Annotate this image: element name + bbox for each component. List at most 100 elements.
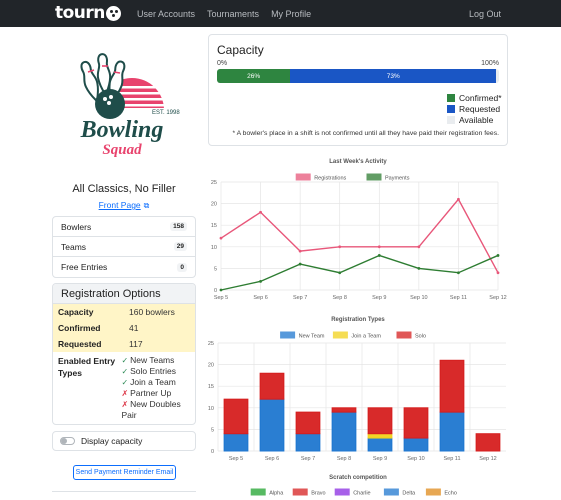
tournament-logo: EST. 1998 Bowling Squad	[60, 48, 185, 168]
nav-user-accounts[interactable]: User Accounts	[137, 8, 196, 19]
legend-swatch	[447, 116, 455, 124]
divider	[52, 491, 196, 492]
legend-swatch	[295, 173, 311, 181]
capacity-row: Capacity 160 bowlers	[53, 304, 195, 320]
y-tick-label: 5	[211, 427, 214, 433]
x-tick-label: Sep 9	[373, 456, 387, 462]
brand-text: tourn	[55, 3, 105, 23]
capacity-card: Capacity 0% 100% 26% 73% Confirmed* Requ…	[208, 34, 508, 146]
y-tick-label: 0	[214, 288, 217, 294]
legend-label: Available	[459, 115, 494, 125]
registration-types-chart-svg: Registration Types New Team Join a Team Sol…	[208, 317, 506, 462]
legend-label: Echo	[444, 491, 457, 497]
front-page-link[interactable]: Front Page ⧉	[52, 200, 196, 211]
bar-segment	[331, 407, 357, 413]
y-tick-label: 25	[211, 180, 217, 186]
data-point	[457, 271, 460, 275]
y-tick-label: 15	[211, 223, 217, 229]
legend-label: Payments	[385, 176, 410, 182]
logout-link[interactable]: Log Out	[468, 8, 501, 19]
logo-word-squad: Squad	[102, 142, 142, 158]
data-point	[377, 254, 381, 257]
requested-row: Requested 117	[53, 336, 195, 352]
registration-types-chart: Registration Types New Team Join a Team Sol…	[200, 313, 510, 463]
data-point	[457, 197, 460, 201]
x-tick-label: Sep 8	[333, 295, 347, 301]
brand-logo[interactable]: tourn	[55, 3, 121, 23]
x-tick-label: Sep 9	[372, 295, 386, 301]
tournament-logo-image: EST. 1998 Bowling Squad	[80, 53, 180, 158]
data-point	[338, 271, 342, 275]
x-icon: ✗	[121, 389, 129, 398]
legend-label: Registrations	[314, 176, 346, 182]
stat-label: Free Entries	[61, 262, 108, 272]
nav-tournaments[interactable]: Tournaments	[207, 8, 260, 19]
data-point	[298, 249, 302, 253]
y-tick-label: 15	[208, 384, 214, 390]
capacity-max-label: 100%	[481, 60, 499, 67]
x-tick-label: Sep 11	[450, 295, 467, 301]
capacity-progress-bar: 26% 73%	[217, 69, 499, 83]
legend-swatch	[425, 488, 441, 496]
x-tick-label: Sep 7	[301, 456, 315, 462]
bar-segment	[223, 398, 249, 435]
x-tick-label: Sep 5	[214, 295, 228, 301]
legend-requested: Requested	[447, 104, 500, 114]
entry-types-list: ✓ New Teams ✓ Solo Entries ✓ Join a Team ✗ P…	[121, 355, 190, 421]
nav-links: User Accounts Tournaments My Profile	[137, 0, 311, 27]
bar-segment	[295, 411, 321, 435]
entry-type-label: New Teams	[130, 355, 175, 365]
bar-segment	[403, 437, 429, 452]
series-line	[220, 198, 499, 274]
x-tick-label: Sep 7	[293, 295, 307, 301]
legend-swatch	[366, 173, 382, 181]
bar-segment	[331, 411, 357, 452]
data-point	[377, 245, 381, 249]
entry-type-item: ✓ Solo Entries	[121, 366, 190, 377]
data-point	[496, 271, 500, 275]
send-payment-reminder-button[interactable]: Send Payment Reminder Email	[73, 465, 176, 480]
stat-label: Teams	[61, 241, 87, 252]
requested-label: Requested	[58, 339, 102, 349]
display-capacity-toggle[interactable]: Display capacity	[52, 431, 196, 451]
front-page-label: Front Page	[98, 200, 141, 210]
entry-type-item: ✓ Join a Team	[121, 377, 190, 388]
data-point	[338, 245, 342, 249]
x-tick-label: Sep 12	[479, 456, 496, 462]
legend-swatch	[292, 488, 308, 496]
activity-line-chart: Last Week's Activity Registrations Payment…	[200, 155, 510, 305]
nav-my-profile[interactable]: My Profile	[271, 8, 312, 19]
external-link-icon: ⧉	[143, 201, 150, 210]
bar-segment	[295, 433, 321, 452]
entry-type-label: Partner Up	[130, 388, 172, 398]
stat-badge: 0	[177, 262, 187, 272]
capacity-summary: Capacity 160 bowlers Confirmed 41 Reques…	[53, 304, 195, 352]
entry-type-label: Solo Entries	[130, 366, 176, 376]
capacity-title: Capacity	[217, 43, 264, 57]
display-capacity-label: Display capacity	[81, 436, 143, 446]
legend-swatch	[447, 94, 455, 102]
toggle-switch[interactable]	[60, 437, 75, 445]
legend-swatch	[383, 488, 399, 496]
x-tick-label: Sep 6	[265, 456, 279, 462]
chart-title: Last Week's Activity	[329, 159, 387, 165]
legend-label: Alpha	[269, 491, 284, 497]
requested-bar-segment: 73%	[290, 69, 497, 83]
legend-available: Available	[447, 115, 493, 125]
stats-list: Bowlers 158 Teams 29 Free Entries 0	[52, 216, 196, 278]
stat-row-free-entries: Free Entries 0	[53, 257, 195, 277]
x-tick-label: Sep 8	[337, 456, 351, 462]
registration-options-card: Registration Options Capacity 160 bowler…	[52, 283, 196, 425]
legend-label: Confirmed*	[459, 93, 502, 103]
x-tick-label: Sep 5	[229, 456, 243, 462]
x-icon: ✗	[121, 400, 129, 409]
stat-badge: 158	[170, 222, 187, 231]
x-tick-label: Sep 11	[443, 456, 460, 462]
capacity-label: Capacity	[58, 307, 94, 317]
check-icon: ✓	[121, 378, 129, 387]
data-point	[417, 245, 421, 249]
confirmed-label: Confirmed	[58, 323, 101, 333]
stat-row-bowlers: Bowlers 158	[53, 217, 195, 237]
x-tick-label: Sep 10	[410, 295, 427, 301]
chart-title: Registration Types	[331, 317, 385, 323]
